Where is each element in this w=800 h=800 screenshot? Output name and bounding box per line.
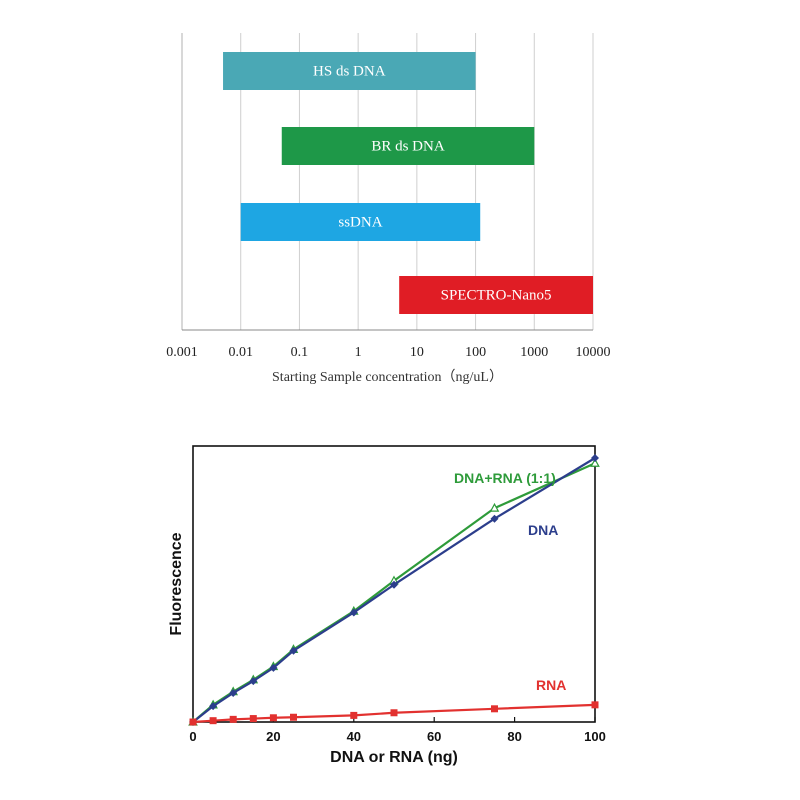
dna-rna-data-point [590, 458, 600, 467]
rna-data-point [491, 705, 498, 713]
range-bar-label: ssDNA [338, 214, 382, 230]
range-x-tick-label: 0.01 [228, 345, 253, 360]
range-x-tick-label: 10000 [576, 345, 611, 360]
range-x-tick-label: 0.001 [166, 345, 198, 360]
fluorescence-plot-frame [192, 445, 596, 723]
fluorescence-y-axis-title: Fluorescence [168, 532, 185, 635]
dna-data-point [390, 580, 398, 589]
rna-data-point [350, 711, 358, 719]
range-x-tick-label: 10 [410, 345, 424, 360]
series-label-dna-rna: DNA+RNA (1:1) [454, 470, 556, 486]
range-chart-x-ticks: 0.001 0.01 0.1 1 10 100 1000 10000 [166, 345, 610, 360]
dna-data-point [490, 514, 499, 523]
range-x-tick-label: 1 [355, 345, 362, 360]
rna-data-point [249, 715, 257, 723]
range-bar [240, 203, 481, 241]
dna-data-point [349, 608, 358, 617]
range-bar-label: HS ds DNA [313, 63, 386, 79]
fluorescence-x-tick-label: 80 [507, 729, 521, 744]
range-x-tick-label: 0.1 [291, 345, 309, 360]
rna-data-point [209, 717, 217, 725]
rna-data-point [269, 714, 277, 722]
range-x-tick-label: 100 [465, 345, 486, 360]
dna-data-point [591, 454, 599, 462]
rna-data-point [290, 713, 297, 721]
range-chart-x-axis-title: Starting Sample concentration（ng/uL） [272, 369, 503, 385]
fluorescence-series-line [192, 457, 596, 723]
fluorescence-series [188, 454, 600, 726]
range-bar [399, 276, 593, 314]
series-label-dna: DNA [528, 522, 558, 538]
range-bar [223, 52, 476, 90]
fluorescence-x-axis-title: DNA or RNA (ng) [330, 749, 458, 766]
series-label-rna: RNA [536, 677, 566, 693]
range-x-tick-label: 1000 [520, 345, 548, 360]
range-bar [281, 127, 535, 165]
dna-data-point [229, 688, 238, 697]
fluorescence-x-tick-label: 0 [189, 729, 196, 744]
range-chart-bars: HS ds DNA BR ds DNA ssDNA SPECTRO-Nano5 [223, 52, 593, 314]
dna-data-point [269, 663, 278, 672]
rna-data-point [229, 715, 237, 723]
range-chart: HS ds DNA BR ds DNA ssDNA SPECTRO-Nano5 0.0… [166, 33, 611, 385]
fluorescence-series-line [192, 703, 596, 724]
fluorescence-x-tick-label: 20 [266, 729, 280, 744]
fluorescence-x-tick-label: 40 [347, 729, 361, 744]
fluorescence-x-tick-label: 100 [584, 729, 606, 744]
range-bar-label: BR ds DNA [371, 138, 445, 154]
range-bar-label: SPECTRO-Nano5 [441, 287, 552, 303]
dna-rna-data-point [489, 502, 500, 512]
dna-data-point [249, 677, 258, 686]
rna-data-point [189, 718, 197, 726]
dna-data-point [209, 702, 218, 711]
fluorescence-x-tick-label: 60 [427, 729, 441, 744]
rna-data-point [591, 701, 599, 709]
dna-data-point [289, 646, 298, 655]
rna-data-point [390, 709, 398, 717]
fluorescence-chart: 0 20 40 60 80 100 DNA or RNA (ng) Fluorescenc… [168, 445, 606, 766]
